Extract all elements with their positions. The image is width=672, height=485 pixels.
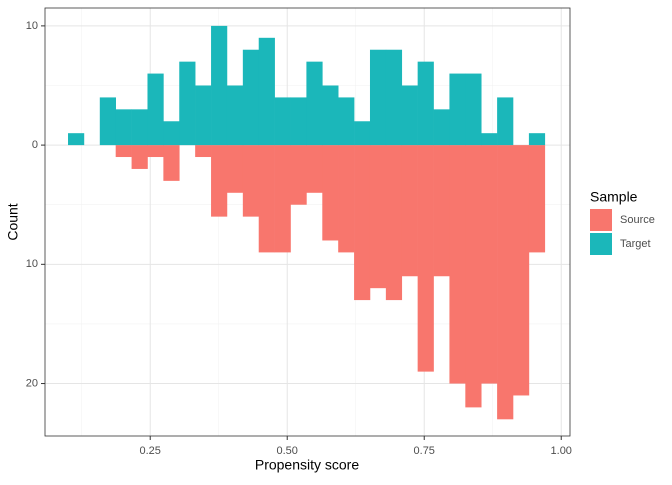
- x-tick-label: 0.75: [414, 445, 435, 457]
- histogram-bar: [99, 97, 116, 146]
- histogram-bar: [385, 145, 403, 301]
- histogram-bar: [401, 145, 418, 277]
- histogram-bar: [274, 97, 291, 146]
- histogram-bar: [528, 145, 546, 253]
- histogram-bar: [115, 109, 132, 146]
- histogram-bar: [163, 121, 180, 146]
- histogram-bar: [385, 49, 403, 146]
- histogram-bar: [147, 145, 164, 158]
- histogram-bar: [306, 145, 323, 193]
- x-tick-label: 0.50: [277, 445, 298, 457]
- histogram-bar: [290, 145, 307, 205]
- histogram-bar: [242, 145, 260, 217]
- histogram-bar: [338, 145, 355, 253]
- histogram-bar: [147, 73, 164, 146]
- legend-title: Sample: [590, 189, 638, 205]
- histogram-bar: [179, 61, 196, 146]
- bars: [68, 25, 546, 420]
- histogram-bar: [226, 85, 244, 146]
- legend-label: Target: [620, 238, 651, 250]
- histogram-bar: [306, 61, 323, 146]
- histogram-bar: [354, 121, 371, 146]
- histogram-bar: [211, 145, 228, 217]
- legend-key: [590, 233, 612, 255]
- histogram-bar: [131, 109, 148, 146]
- histogram-bar: [481, 133, 498, 146]
- histogram-bar: [513, 145, 530, 396]
- histogram-bar: [465, 145, 482, 408]
- y-tick-label: 10: [26, 20, 38, 32]
- y-tick-label: 10: [26, 258, 38, 270]
- x-tick-label: 1.00: [551, 445, 572, 457]
- histogram-bar: [417, 145, 434, 372]
- histogram-bar: [354, 145, 371, 301]
- histogram-bar: [131, 145, 148, 169]
- histogram-bar: [226, 145, 244, 193]
- histogram-bar: [195, 85, 212, 146]
- histogram-bar: [497, 145, 514, 420]
- histogram-bar: [68, 133, 85, 146]
- histogram-bar: [465, 73, 482, 146]
- histogram-bar: [195, 145, 212, 158]
- x-axis-label: Propensity score: [255, 457, 359, 473]
- histogram-bar: [242, 49, 260, 146]
- histogram-bar: [338, 97, 355, 146]
- histogram-bar: [322, 85, 339, 146]
- histogram-bar: [417, 61, 434, 146]
- panel-border: [44, 7, 571, 437]
- histogram-bar: [322, 145, 339, 241]
- histogram-bar: [163, 145, 180, 181]
- histogram-bar: [369, 145, 387, 289]
- histogram-bar: [290, 97, 307, 146]
- histogram-bar: [449, 145, 466, 384]
- y-tick-label: 0: [32, 139, 38, 151]
- histogram-bar: [481, 145, 498, 384]
- legend-label: Source: [620, 214, 655, 226]
- histogram-bar: [449, 73, 466, 146]
- histogram-bar: [497, 97, 514, 146]
- histogram-bar: [211, 25, 228, 146]
- legend-key: [590, 209, 612, 231]
- histogram-bar: [433, 109, 450, 146]
- histogram-bar: [369, 49, 387, 146]
- x-tick-label: 0.25: [140, 445, 161, 457]
- histogram-bar: [274, 145, 291, 253]
- histogram-bar: [258, 37, 275, 146]
- histogram-bar: [401, 85, 418, 146]
- histogram-bar: [258, 145, 275, 253]
- y-tick-label: 20: [26, 377, 38, 389]
- y-axis-label: Count: [5, 203, 21, 240]
- histogram-bar: [528, 133, 546, 146]
- histogram-bar: [115, 145, 132, 158]
- histogram-bar: [433, 145, 450, 277]
